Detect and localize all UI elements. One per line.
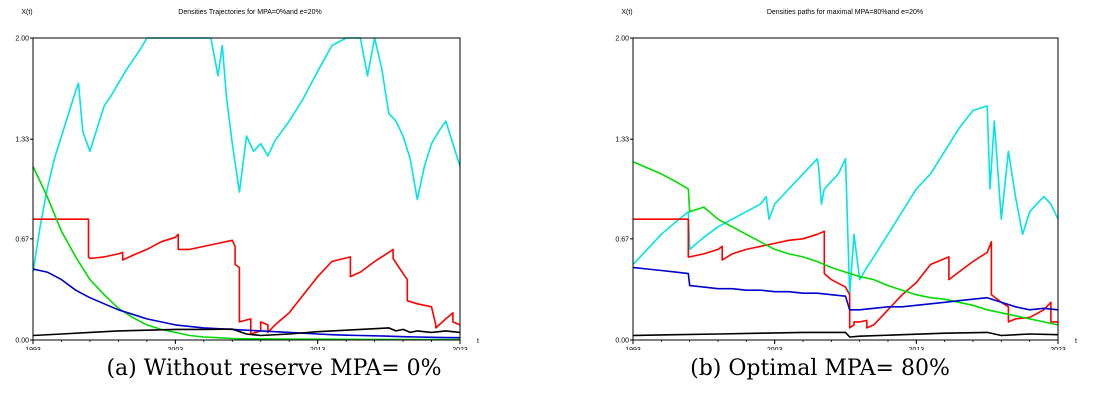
chart-a: Densities Trajectories for MPA=0%and e=2… [15,9,479,350]
y-tick-label: 1.33 [15,137,29,144]
y-tick-label: 0.67 [15,236,29,243]
x-tick-label: 2003 [168,347,184,350]
x-tick-label: 1993 [625,347,641,350]
y-axis-label: X(t) [21,9,32,16]
series-line [33,37,460,273]
chart-title: Densities paths for maximal MPA=80%and e… [767,9,923,16]
x-tick-label: 2023 [452,347,468,350]
series-line [633,105,1058,296]
x-tick-label: 2023 [1050,347,1066,350]
series-line [633,266,1058,311]
chart-title: Densities Trajectories for MPA=0%and e=2… [178,9,321,16]
x-tick-label: 2013 [909,347,925,350]
y-tick-label: 0.67 [615,236,629,243]
caption-b: (b) Optimal MPA= 80% [690,356,950,381]
x-tick-label: 1993 [25,347,41,350]
x-axis-label: t [477,338,479,345]
y-axis-label: X(t) [621,9,632,16]
y-tick-label: 2.00 [15,36,29,43]
figure: Densities Trajectories for MPA=0%and e=2… [15,9,1077,350]
y-tick-label: 0.00 [15,338,29,345]
series-line [33,218,460,335]
plot-frame [632,37,1059,341]
series-line [33,327,460,337]
x-tick-label: 2013 [310,347,326,350]
y-tick-label: 2.00 [615,36,629,43]
x-axis-label: t [1075,338,1077,345]
series-line [33,268,460,339]
plot-frame [32,37,461,341]
series-line [633,161,1058,326]
caption-a: (a) Without reserve MPA= 0% [106,356,442,381]
y-tick-label: 1.33 [615,137,629,144]
x-tick-label: 2003 [767,347,783,350]
y-tick-label: 0.00 [615,338,629,345]
chart-b: Densities paths for maximal MPA=80%and e… [615,9,1077,350]
series-line [633,331,1058,338]
series-line [33,166,460,341]
